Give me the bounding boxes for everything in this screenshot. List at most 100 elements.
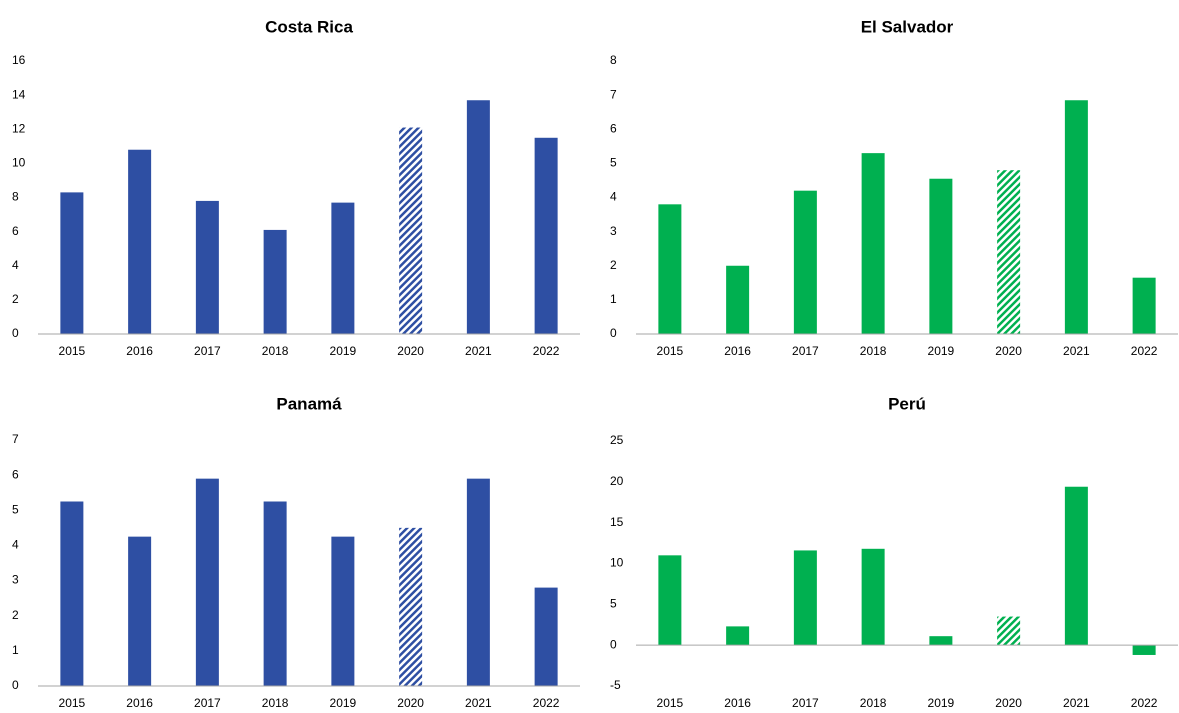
y-tick-label: 5 (610, 597, 617, 611)
x-tick-label: 2016 (724, 696, 751, 710)
bar (997, 170, 1021, 334)
x-tick-label: 2021 (465, 344, 492, 358)
x-tick-label: 2018 (860, 344, 887, 358)
y-tick-label: 3 (610, 224, 617, 238)
x-tick-label: 2015 (657, 344, 684, 358)
y-tick-label: 2 (12, 608, 19, 622)
x-tick-label: 2015 (59, 344, 86, 358)
y-tick-label: 3 (12, 573, 19, 587)
y-tick-label: 0 (12, 326, 19, 340)
y-tick-label: 16 (12, 53, 26, 67)
bar (263, 229, 287, 334)
bar (726, 265, 750, 334)
y-tick-label: 6 (12, 467, 19, 481)
chart-title: El Salvador (861, 17, 954, 36)
y-tick-label: 0 (610, 326, 617, 340)
y-tick-label: 20 (610, 474, 624, 488)
bar (1064, 100, 1088, 335)
y-tick-label: 4 (12, 258, 19, 272)
bar (1064, 486, 1088, 646)
chart-title: Costa Rica (265, 17, 353, 36)
y-tick-label: 10 (610, 556, 624, 570)
x-tick-label: 2019 (330, 696, 357, 710)
bar (929, 636, 953, 646)
x-tick-label: 2022 (1131, 696, 1158, 710)
x-tick-label: 2022 (533, 344, 560, 358)
y-tick-label: 0 (610, 637, 617, 651)
x-tick-label: 2019 (928, 696, 955, 710)
y-tick-label: 8 (610, 53, 617, 67)
y-tick-label: -5 (610, 678, 621, 692)
y-tick-label: 5 (610, 156, 617, 170)
y-tick-label: 6 (610, 121, 617, 135)
bar (929, 178, 953, 334)
x-tick-label: 2017 (194, 696, 221, 710)
bar (793, 550, 817, 646)
y-tick-label: 6 (12, 224, 19, 238)
y-tick-label: 14 (12, 87, 26, 101)
bar (658, 555, 682, 646)
y-tick-label: 1 (12, 643, 19, 657)
x-tick-label: 2017 (792, 696, 819, 710)
bar (399, 527, 423, 686)
bar (60, 501, 84, 686)
y-tick-label: 4 (12, 538, 19, 552)
bar (331, 202, 355, 334)
x-tick-label: 2015 (59, 696, 86, 710)
bar (195, 478, 219, 686)
y-tick-label: 7 (12, 432, 19, 446)
x-tick-label: 2016 (126, 344, 153, 358)
y-tick-label: 2 (12, 292, 19, 306)
bar (263, 501, 287, 686)
x-tick-label: 2018 (860, 696, 887, 710)
x-tick-label: 2016 (126, 696, 153, 710)
bar (1132, 645, 1156, 655)
y-tick-label: 1 (610, 292, 617, 306)
bar (195, 200, 219, 334)
bar (861, 153, 885, 334)
x-tick-label: 2017 (792, 344, 819, 358)
bar (331, 536, 355, 686)
x-tick-label: 2020 (397, 696, 424, 710)
x-tick-label: 2020 (995, 696, 1022, 710)
x-tick-label: 2017 (194, 344, 221, 358)
x-tick-label: 2016 (724, 344, 751, 358)
bar (466, 100, 490, 335)
bar (399, 127, 423, 334)
x-tick-label: 2021 (1063, 696, 1090, 710)
bar (997, 616, 1021, 646)
y-tick-label: 5 (12, 502, 19, 516)
bar (128, 149, 152, 334)
y-tick-label: 2 (610, 258, 617, 272)
bar (534, 137, 558, 334)
x-tick-label: 2019 (928, 344, 955, 358)
bar (60, 192, 84, 334)
y-tick-label: 15 (610, 515, 624, 529)
chart-title: Panamá (276, 394, 342, 413)
bar (658, 204, 682, 334)
bar (534, 587, 558, 686)
x-tick-label: 2022 (533, 696, 560, 710)
x-tick-label: 2018 (262, 696, 289, 710)
y-tick-label: 12 (12, 121, 26, 135)
y-tick-label: 7 (610, 87, 617, 101)
x-tick-label: 2015 (657, 696, 684, 710)
x-tick-label: 2020 (995, 344, 1022, 358)
chart-title: Perú (888, 394, 926, 413)
y-tick-label: 4 (610, 190, 617, 204)
y-tick-label: 25 (610, 433, 624, 447)
y-tick-label: 0 (12, 678, 19, 692)
bar (861, 548, 885, 646)
x-tick-label: 2022 (1131, 344, 1158, 358)
x-tick-label: 2021 (465, 696, 492, 710)
bar (466, 478, 490, 686)
bar (128, 536, 152, 686)
y-tick-label: 8 (12, 190, 19, 204)
x-tick-label: 2018 (262, 344, 289, 358)
y-tick-label: 10 (12, 156, 26, 170)
x-tick-label: 2021 (1063, 344, 1090, 358)
x-tick-label: 2020 (397, 344, 424, 358)
bar (1132, 277, 1156, 334)
